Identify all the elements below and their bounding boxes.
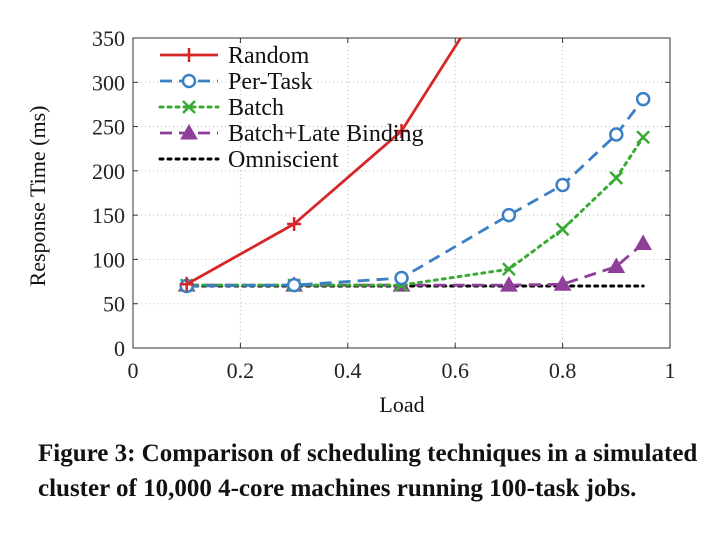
y-tick-label: 300 <box>92 70 125 95</box>
y-tick-label: 200 <box>92 159 125 184</box>
data-point-batch-late-binding <box>634 234 653 250</box>
data-point-per-task <box>394 270 409 286</box>
data-point-random <box>394 124 409 138</box>
figure-caption: Figure 3: Comparison of scheduling techn… <box>38 440 698 502</box>
series-layer <box>177 37 653 294</box>
y-tick-label: 150 <box>92 203 125 228</box>
data-point-per-task <box>609 127 624 142</box>
data-point-per-task <box>635 91 651 107</box>
y-tick-label: 250 <box>92 115 125 140</box>
legend-item-batch: Batch <box>158 95 284 121</box>
response-time-chart: 0 0.2 0.4 0.6 0.8 1 0 50 100 150 200 250 300 350 Rand… <box>25 26 676 417</box>
data-point-batch-late-binding <box>607 257 626 274</box>
axes-layer: 0 0.2 0.4 0.6 0.8 1 0 50 100 150 200 250 300 350 <box>92 26 676 383</box>
legend-marker-random <box>182 48 196 62</box>
x-axis-label: Load <box>379 392 424 417</box>
legend-item-per-task: Per-Task <box>160 69 312 95</box>
legend-item-batch-late-binding: Batch+Late Binding <box>160 121 424 147</box>
data-point-batch-late-binding <box>500 276 518 292</box>
legend-label-omniscient: Omniscient <box>228 147 339 173</box>
series-random <box>179 37 462 292</box>
series-line-random <box>186 37 462 286</box>
legend-label-per-task: Per-Task <box>228 69 312 95</box>
data-point-batch <box>636 130 651 145</box>
y-tick-label: 50 <box>103 292 125 317</box>
data-point-batch <box>502 262 516 277</box>
legend-label-batch: Batch <box>228 95 284 121</box>
data-point-batch-late-binding <box>553 275 572 291</box>
y-tick-label: 100 <box>92 247 125 272</box>
data-point-batch <box>555 222 570 237</box>
x-tick-label: 0.2 <box>227 358 255 383</box>
data-point-batch <box>609 171 624 185</box>
x-tick-label: 0.8 <box>549 358 577 383</box>
data-point-per-task <box>501 207 517 223</box>
y-tick-label: 0 <box>114 336 125 361</box>
data-point-per-task <box>286 277 302 293</box>
legend-marker-batch-late-binding <box>180 123 198 140</box>
x-tick-label: 0.6 <box>441 358 469 383</box>
plot-frame <box>132 37 671 349</box>
legend-label-random: Random <box>228 43 310 69</box>
series-line-batch-late-binding <box>186 242 645 287</box>
data-point-random <box>179 277 194 292</box>
data-point-per-task <box>555 177 570 193</box>
y-axis-label: Response Time (ms) <box>25 106 50 287</box>
data-point-random <box>287 217 302 231</box>
legend-item-random: Random <box>160 43 310 69</box>
x-tick-label: 0.4 <box>334 358 362 383</box>
legend-label-batch-late-binding: Batch+Late Binding <box>228 121 424 147</box>
legend-marker-batch <box>182 100 196 114</box>
grid-layer <box>133 38 670 348</box>
legend-item-omniscient: Omniscient <box>158 147 339 173</box>
y-tick-label: 350 <box>92 26 125 51</box>
x-tick-label: 1 <box>665 358 676 383</box>
legend-marker-per-task <box>181 73 197 89</box>
x-tick-label: 0 <box>128 358 139 383</box>
